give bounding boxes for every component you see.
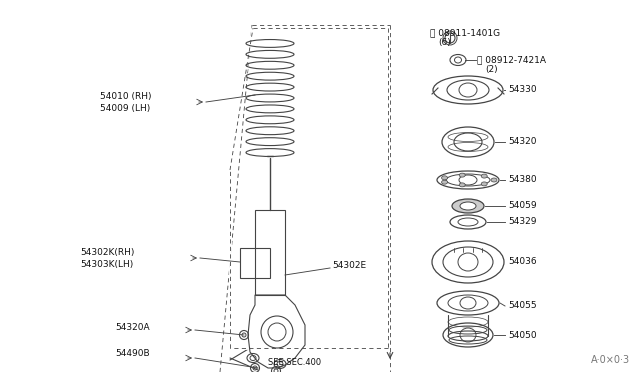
Text: 54490B: 54490B [115, 350, 150, 359]
Ellipse shape [491, 178, 497, 182]
Text: 54302E: 54302E [332, 260, 366, 269]
Text: A·0×0·3: A·0×0·3 [591, 355, 630, 365]
Ellipse shape [452, 199, 484, 213]
Text: 54320: 54320 [508, 138, 536, 147]
Ellipse shape [460, 183, 465, 187]
Text: (6): (6) [438, 38, 451, 47]
Text: 54050: 54050 [508, 330, 536, 340]
Ellipse shape [442, 180, 447, 184]
Bar [240, 248, 270, 278]
Text: 54059: 54059 [508, 202, 536, 211]
Ellipse shape [442, 176, 447, 180]
Ellipse shape [460, 202, 476, 210]
Text: 54055: 54055 [508, 301, 536, 311]
Text: SEE SEC.400: SEE SEC.400 [268, 358, 321, 367]
Text: (2): (2) [485, 65, 498, 74]
Text: 54010 (RH): 54010 (RH) [100, 92, 152, 100]
Text: 54302K(RH): 54302K(RH) [80, 247, 134, 257]
Text: 54009 (LH): 54009 (LH) [100, 103, 150, 112]
Text: 54380: 54380 [508, 176, 536, 185]
Ellipse shape [481, 182, 487, 186]
Text: 54303K(LH): 54303K(LH) [80, 260, 133, 269]
Text: 54320A: 54320A [115, 323, 150, 331]
Bar [255, 210, 285, 295]
Text: Ⓝ 08912-7421A: Ⓝ 08912-7421A [477, 55, 546, 64]
Text: 54330: 54330 [508, 86, 536, 94]
Text: Ⓝ 08911-1401G: Ⓝ 08911-1401G [430, 28, 500, 37]
Text: 54036: 54036 [508, 257, 536, 266]
Ellipse shape [481, 174, 487, 178]
Text: 54329: 54329 [508, 218, 536, 227]
Ellipse shape [460, 173, 465, 177]
